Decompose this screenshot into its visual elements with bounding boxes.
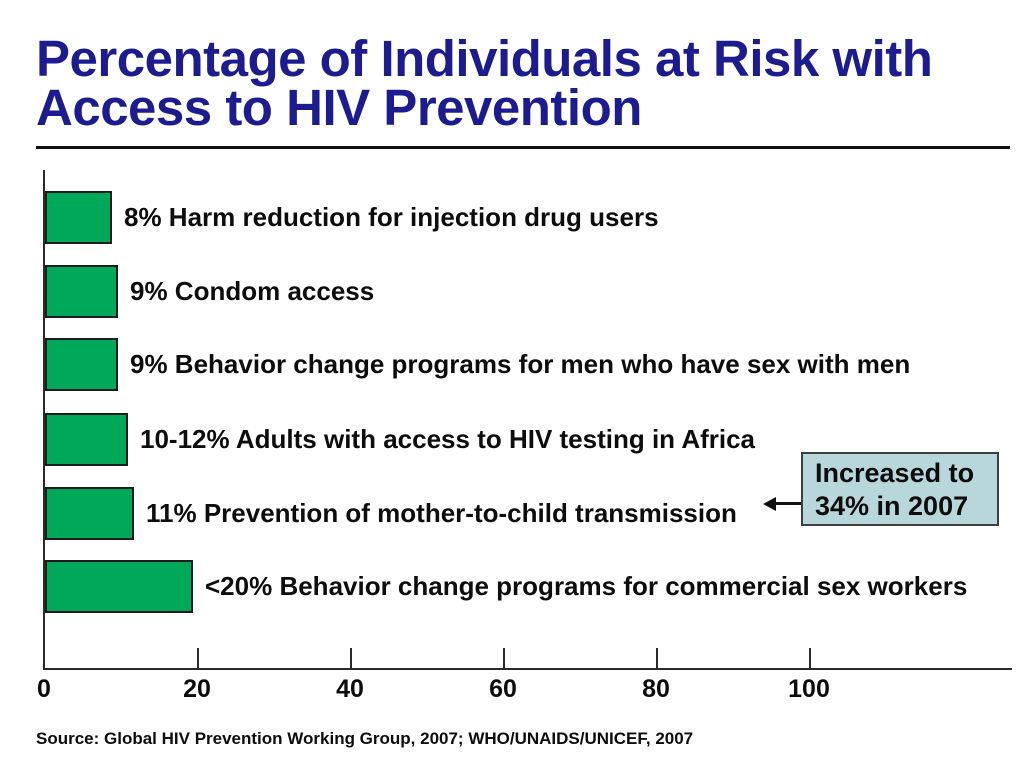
x-axis-tick-label: 0	[37, 675, 51, 703]
bar-label: 9% Condom access	[130, 276, 375, 306]
x-axis-tick	[503, 648, 505, 668]
page-title: Percentage of Individuals at Risk with Ac…	[36, 33, 933, 133]
annotation-arrow-line	[775, 502, 801, 505]
bar	[45, 338, 118, 391]
bar-label: 10-12% Adults with access to HIV testing…	[140, 424, 756, 454]
annotation-callout-box: Increased to 34% in 2007	[801, 452, 999, 526]
arrow-left-icon	[763, 497, 776, 511]
bar	[45, 487, 134, 540]
x-axis-tick-label: 60	[489, 675, 517, 703]
bar-label: 11% Prevention of mother-to-child transm…	[146, 498, 737, 528]
x-axis-tick	[350, 648, 352, 668]
x-axis-tick	[809, 648, 811, 668]
bar-chart-plot-area: 8% Harm reduction for injection drug use…	[43, 170, 1012, 670]
annotation-line-1: Increased to	[815, 458, 975, 488]
bar	[45, 191, 112, 244]
x-axis-tick	[197, 648, 199, 668]
bar	[45, 265, 118, 318]
x-axis-tick-label: 80	[642, 675, 670, 703]
page-title-line-1: Percentage of Individuals at Risk with	[36, 30, 933, 87]
title-underline	[36, 146, 1010, 149]
bar-label: 9% Behavior change programs for men who …	[130, 349, 911, 379]
x-axis-tick-labels: 0 20 40 60 80 100	[37, 675, 1012, 705]
x-axis-tick-label: 100	[788, 675, 830, 703]
x-axis-tick-label: 20	[183, 675, 211, 703]
page-title-line-2: Access to HIV Prevention	[36, 79, 642, 136]
source-text: Source: Global HIV Prevention Working Gr…	[36, 729, 694, 748]
bar-label: <20% Behavior change programs for commer…	[205, 571, 968, 601]
annotation-line-2: 34% in 2007	[815, 491, 969, 521]
bar	[45, 560, 193, 613]
bar-label: 8% Harm reduction for injection drug use…	[124, 202, 659, 232]
x-axis-tick	[656, 648, 658, 668]
bar	[45, 413, 128, 466]
x-axis-tick-label: 40	[336, 675, 364, 703]
